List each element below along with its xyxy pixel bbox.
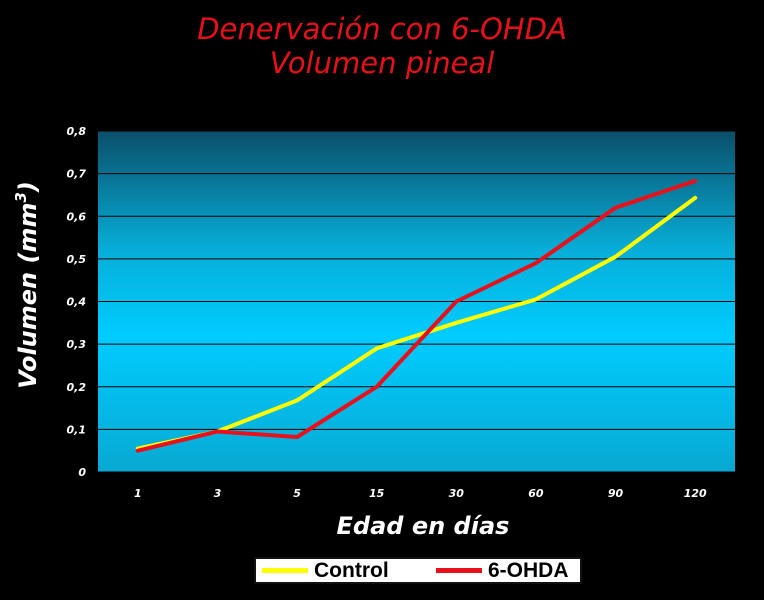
x-tick-label: 90	[608, 487, 624, 500]
y-tick-label: 0,1	[67, 423, 87, 436]
series-lines	[135, 178, 698, 453]
x-axis-ticks: 1 3 5 15 30 60 90 120	[134, 487, 707, 500]
x-tick-label: 3	[214, 487, 222, 500]
x-tick-label: 30	[449, 487, 465, 500]
y-axis-ticks: 0 0,1 0,2 0,3 0,4 0,5 0,6 0,7 0,8	[67, 125, 87, 479]
y-axis-label-text: Volumen (mm	[14, 203, 42, 389]
x-tick-label: 5	[293, 487, 301, 500]
y-tick-label: 0,6	[67, 210, 87, 223]
chart-title: Denervación con 6-OHDA	[197, 12, 567, 46]
x-tick-label: 15	[369, 487, 385, 500]
y-tick-label: 0,7	[67, 168, 87, 181]
series-line-control	[135, 195, 698, 451]
series-line-6ohda	[135, 178, 698, 453]
y-tick-label: 0,3	[67, 338, 87, 351]
legend: Control 6-OHDA	[254, 557, 582, 584]
legend-item-control: Control	[262, 559, 389, 582]
y-axis-label-superscript: 3	[12, 192, 30, 202]
y-tick-label: 0,8	[67, 125, 87, 138]
legend-swatch-control	[262, 568, 308, 573]
chart-subtitle: Volumen pineal	[269, 46, 495, 80]
y-tick-label: 0,5	[67, 253, 87, 266]
x-tick-label: 60	[528, 487, 544, 500]
legend-item-6ohda: 6-OHDA	[436, 559, 569, 582]
y-tick-label: 0,2	[67, 381, 87, 394]
legend-swatch-6ohda	[436, 568, 482, 573]
y-axis-label: Volumen (mm3)	[12, 181, 42, 389]
legend-label-control: Control	[314, 558, 389, 582]
x-axis-label: Edad en días	[337, 512, 510, 540]
y-tick-label: 0	[78, 466, 86, 479]
legend-label-6ohda: 6-OHDA	[488, 558, 569, 582]
x-tick-label: 1	[134, 487, 142, 500]
y-axis-label-close: )	[14, 181, 42, 193]
x-tick-label: 120	[684, 487, 707, 500]
y-tick-label: 0,4	[67, 296, 87, 309]
